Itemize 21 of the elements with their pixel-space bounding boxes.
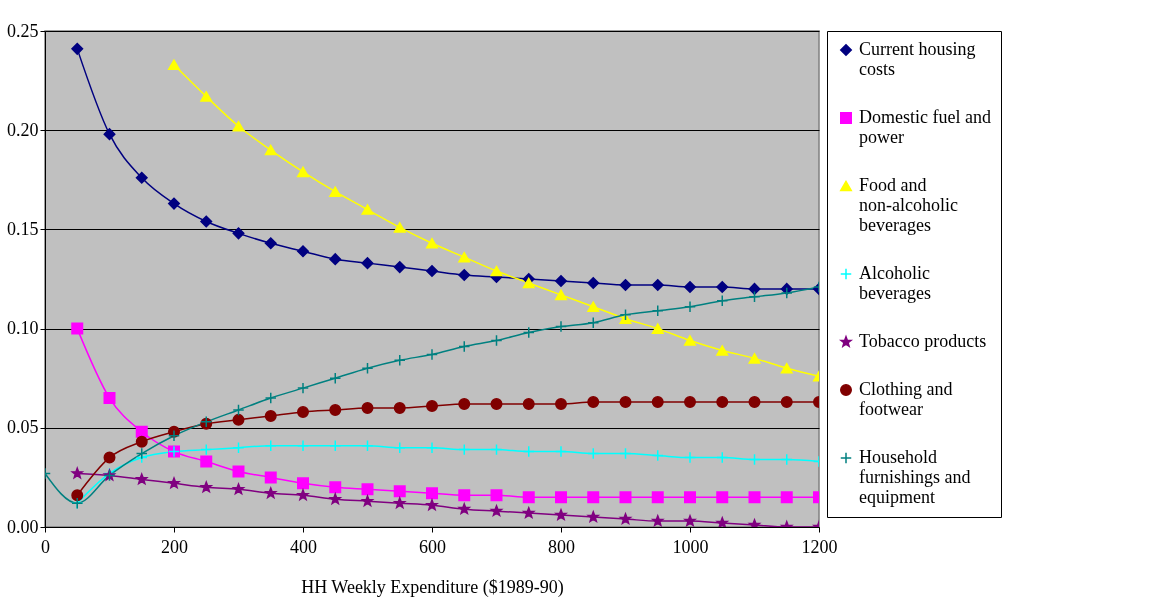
x-tick-label: 400	[290, 536, 317, 557]
y-tick-label: 0.25	[7, 20, 39, 41]
legend-label: Food and non-alcoholic beverages	[859, 175, 958, 235]
y-tick-label: 0.10	[7, 318, 39, 339]
x-axis-title: HH Weekly Expenditure ($1989-90)	[301, 576, 564, 598]
legend-label: Domestic fuel and power	[859, 107, 991, 147]
x-tick-label: 1000	[672, 536, 709, 557]
x-tick-label: 1200	[801, 536, 838, 557]
x-tick-label: 0	[41, 536, 50, 557]
y-tick-label: 0.05	[7, 417, 39, 438]
y-tick-label: 0.00	[7, 516, 39, 537]
x-tick-label: 600	[419, 536, 446, 557]
legend-label: Tobacco products	[859, 331, 987, 351]
y-tick-label: 0.15	[7, 218, 39, 239]
legend-label: Clothing and footwear	[859, 379, 953, 419]
legend-label: Household furnishings and equipment	[859, 447, 971, 507]
x-tick-label: 200	[161, 536, 188, 557]
x-tick-label: 800	[548, 536, 575, 557]
legend-label: Alcoholic beverages	[859, 263, 931, 303]
legend-label: Current housing costs	[859, 39, 976, 79]
y-tick-label: 0.20	[7, 119, 39, 140]
